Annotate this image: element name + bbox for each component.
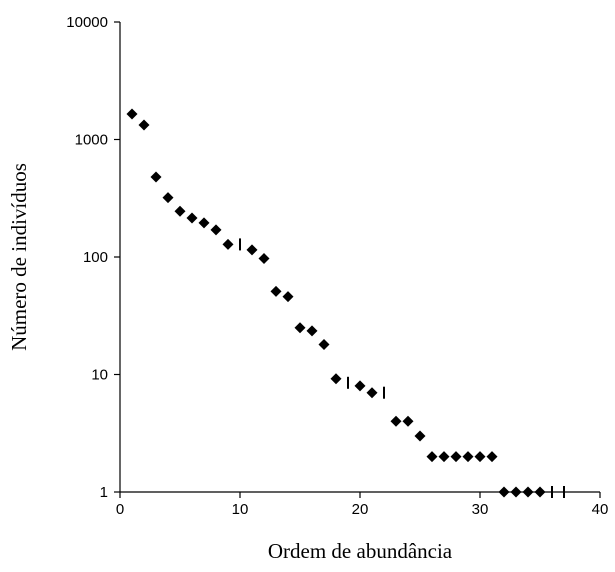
data-point xyxy=(270,285,282,297)
data-point xyxy=(126,108,138,120)
x-tick-label: 30 xyxy=(472,501,489,518)
data-point xyxy=(174,205,186,217)
y-axis: 1 10 100 1000 10000 xyxy=(66,14,120,501)
x-axis: 0 10 20 30 40 xyxy=(116,492,609,518)
data-point xyxy=(318,339,330,351)
data-point xyxy=(534,486,546,498)
data-point xyxy=(486,451,498,463)
data-point xyxy=(462,451,474,463)
y-tick-label: 10000 xyxy=(66,14,108,31)
x-axis-title: Ordem de abundância xyxy=(268,539,453,563)
data-point xyxy=(330,373,342,385)
data-point xyxy=(222,238,234,250)
data-point xyxy=(294,322,306,334)
x-tick-label: 10 xyxy=(232,501,249,518)
data-point xyxy=(150,171,162,183)
data-point xyxy=(474,451,486,463)
data-point xyxy=(186,212,198,224)
data-point xyxy=(414,430,426,442)
y-axis-title: Número de indivíduos xyxy=(7,163,31,351)
data-points xyxy=(126,108,565,498)
y-tick-label: 10 xyxy=(91,367,108,384)
data-point xyxy=(246,244,258,256)
y-tick-label: 1 xyxy=(100,484,108,501)
data-point xyxy=(426,451,438,463)
data-point xyxy=(282,291,294,303)
y-tick-label: 1000 xyxy=(75,132,108,149)
data-point xyxy=(402,415,414,427)
y-tick-label: 100 xyxy=(83,249,108,266)
data-point xyxy=(390,415,402,427)
x-tick-label: 20 xyxy=(352,501,369,518)
data-point xyxy=(258,253,270,265)
plot-area xyxy=(119,22,600,493)
data-point xyxy=(450,451,462,463)
data-point xyxy=(198,217,210,229)
data-point xyxy=(306,325,318,337)
data-point xyxy=(438,451,450,463)
data-point xyxy=(210,224,222,236)
data-point xyxy=(366,387,378,399)
data-point xyxy=(510,486,522,498)
data-point xyxy=(354,380,366,392)
data-point xyxy=(138,119,150,131)
x-tick-label: 0 xyxy=(116,501,124,518)
x-tick-label: 40 xyxy=(592,501,609,518)
data-point xyxy=(498,486,510,498)
data-point xyxy=(162,192,174,204)
data-point xyxy=(522,486,534,498)
